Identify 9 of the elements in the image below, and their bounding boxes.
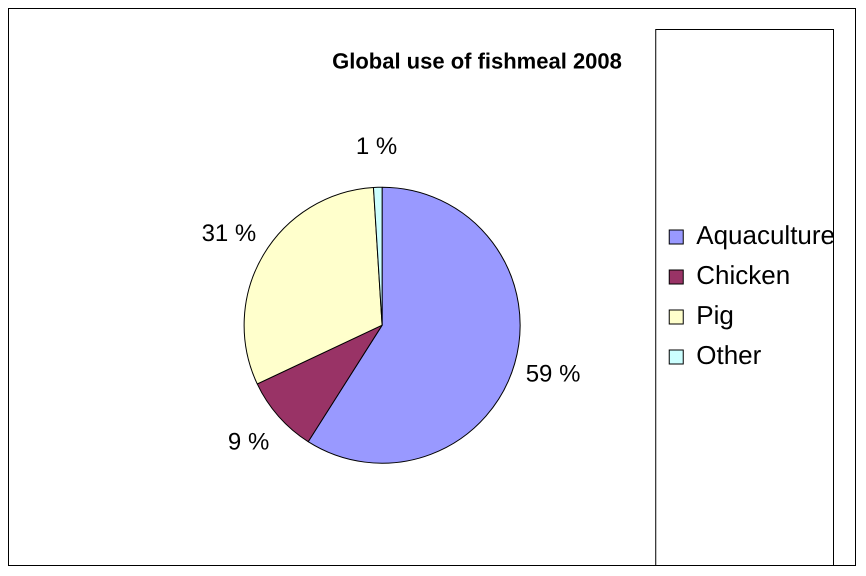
legend-label: Chicken [696,260,790,290]
data-label: 1 % [356,132,398,160]
data-label: 9 % [228,428,270,456]
legend-label: Pig [696,300,734,330]
data-label: 31 % [202,220,256,248]
legend-label: Aquaculture [696,220,836,250]
legend-label: Other [696,340,762,370]
text: Global use of fishmeal 2008 [332,48,622,74]
data-label: 59 % [526,360,580,388]
